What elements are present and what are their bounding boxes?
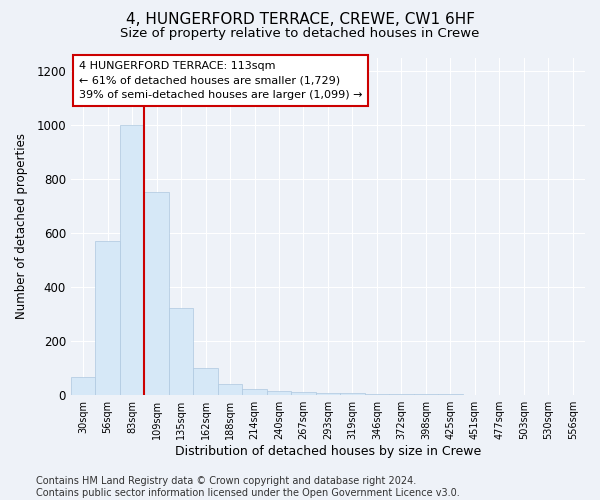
Y-axis label: Number of detached properties: Number of detached properties bbox=[15, 133, 28, 319]
X-axis label: Distribution of detached houses by size in Crewe: Distribution of detached houses by size … bbox=[175, 444, 481, 458]
Bar bbox=[95, 241, 120, 394]
Bar bbox=[71, 377, 95, 394]
Text: 4, HUNGERFORD TERRACE, CREWE, CW1 6HF: 4, HUNGERFORD TERRACE, CREWE, CW1 6HF bbox=[125, 12, 475, 28]
Bar bbox=[193, 368, 218, 394]
Text: Size of property relative to detached houses in Crewe: Size of property relative to detached ho… bbox=[121, 28, 479, 40]
Bar bbox=[242, 390, 267, 394]
Text: Contains HM Land Registry data © Crown copyright and database right 2024.
Contai: Contains HM Land Registry data © Crown c… bbox=[36, 476, 460, 498]
Bar bbox=[267, 391, 291, 394]
Bar bbox=[218, 384, 242, 394]
Bar bbox=[291, 392, 316, 394]
Bar bbox=[120, 125, 145, 394]
Text: 4 HUNGERFORD TERRACE: 113sqm
← 61% of detached houses are smaller (1,729)
39% of: 4 HUNGERFORD TERRACE: 113sqm ← 61% of de… bbox=[79, 61, 362, 100]
Bar bbox=[145, 192, 169, 394]
Bar bbox=[316, 392, 340, 394]
Bar bbox=[169, 308, 193, 394]
